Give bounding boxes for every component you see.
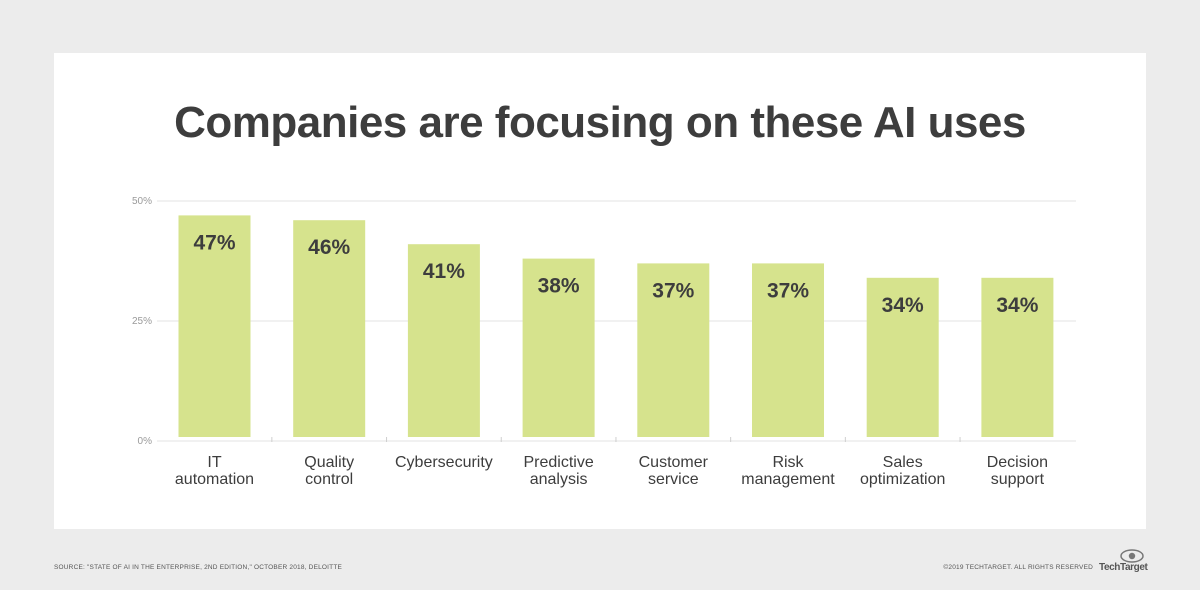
x-category-label: Cybersecurity — [395, 454, 493, 471]
copyright-note: ©2019 TECHTARGET. ALL RIGHTS RESERVED — [943, 564, 1093, 571]
bar — [407, 244, 480, 437]
x-category-label: support — [991, 471, 1045, 488]
x-category-label: Predictive — [523, 454, 593, 471]
y-tick-label: 50% — [132, 196, 152, 207]
bar — [637, 263, 710, 437]
bar-value-label: 37% — [767, 279, 809, 302]
bar — [178, 215, 251, 437]
eye-icon — [1120, 549, 1144, 563]
x-category-label: Decision — [987, 454, 1048, 471]
x-category-label: optimization — [860, 471, 945, 488]
bar-value-label: 46% — [308, 236, 350, 259]
x-category-label: IT — [207, 454, 221, 471]
bar-value-label: 41% — [423, 260, 465, 283]
bar-value-label: 37% — [652, 279, 694, 302]
bar — [981, 277, 1054, 437]
x-category-label: Customer — [639, 454, 709, 471]
x-category-label: Quality — [304, 454, 354, 471]
x-category-label: Risk — [772, 454, 804, 471]
bar-value-label: 34% — [996, 294, 1038, 317]
x-category-label: service — [648, 471, 699, 488]
bar — [293, 220, 366, 437]
chart-title: Companies are focusing on these AI uses — [174, 98, 1026, 147]
bar-value-label: 34% — [882, 294, 924, 317]
x-category-label: Sales — [883, 454, 923, 471]
techtarget-logo: TechTarget — [1099, 548, 1149, 574]
source-note: SOURCE: "STATE OF AI IN THE ENTERPRISE, … — [54, 564, 343, 571]
y-tick-label: 25% — [132, 316, 152, 327]
x-category-label: management — [741, 471, 835, 488]
bar — [522, 258, 595, 437]
bar-value-label: 47% — [193, 231, 235, 254]
x-category-label: automation — [175, 471, 254, 488]
bar — [752, 263, 824, 437]
bar — [866, 277, 939, 437]
x-category-label: analysis — [530, 471, 588, 488]
bar-value-label: 38% — [538, 275, 580, 298]
logo-text: TechTarget — [1099, 562, 1148, 573]
y-tick-label: 0% — [138, 436, 153, 447]
x-category-label: control — [305, 471, 353, 488]
